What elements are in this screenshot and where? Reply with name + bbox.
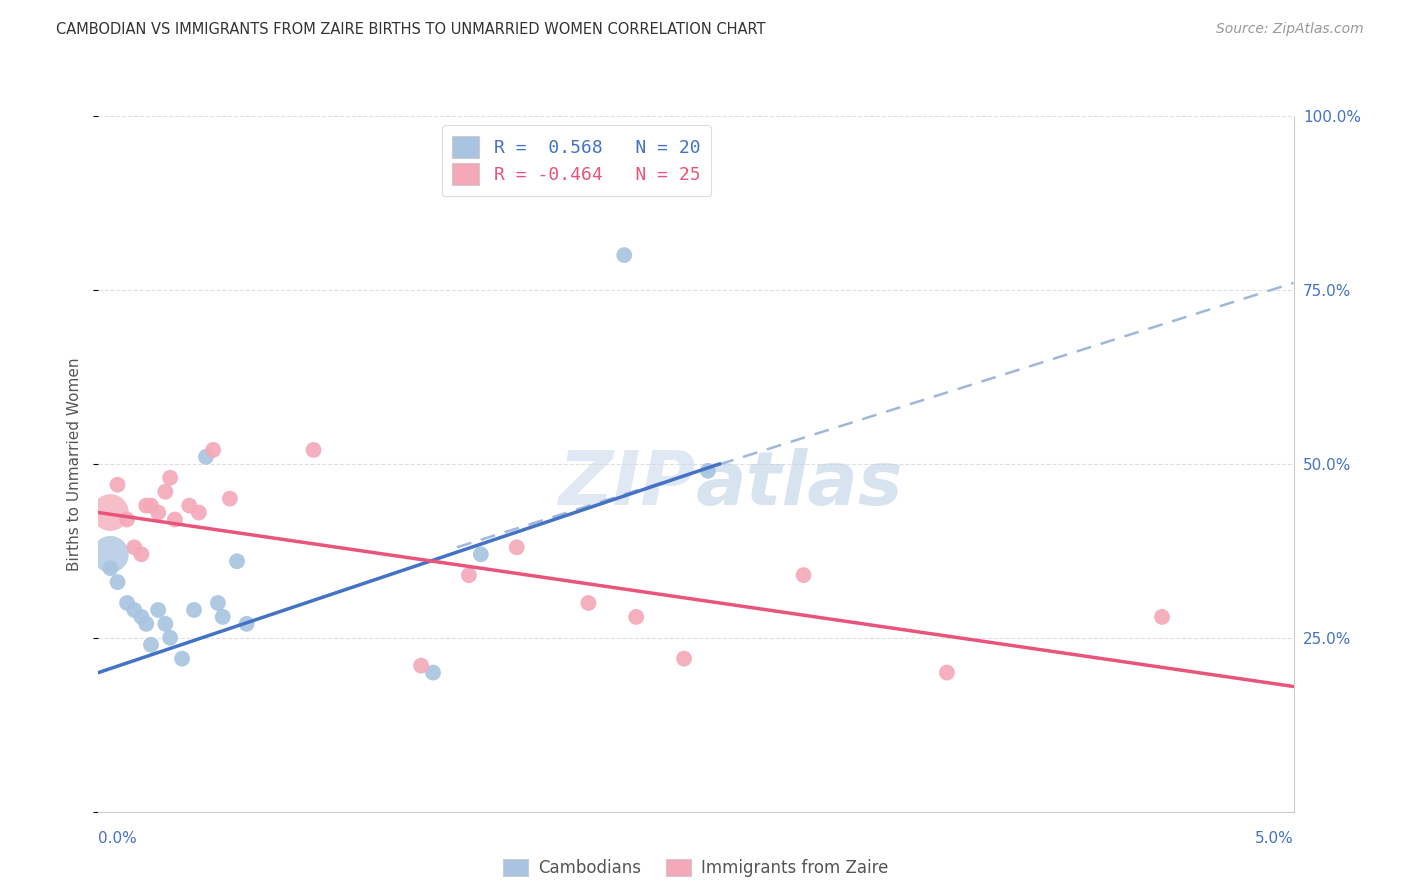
Point — [458, 568, 481, 582]
Y-axis label: Births to Unmarried Women: Births to Unmarried Women — [67, 357, 83, 571]
Point — [673, 651, 696, 665]
Point — [107, 477, 129, 491]
Point — [422, 665, 444, 680]
Point — [470, 547, 492, 561]
Point — [187, 506, 209, 520]
Point — [139, 638, 162, 652]
Point — [183, 603, 205, 617]
Point — [155, 616, 177, 631]
Point — [576, 596, 599, 610]
Point — [135, 616, 157, 631]
Point — [613, 248, 636, 262]
Text: 0.0%: 0.0% — [98, 831, 138, 846]
Point — [100, 561, 122, 575]
Point — [626, 610, 648, 624]
Point — [124, 541, 146, 555]
Point — [172, 651, 194, 665]
Point — [139, 499, 162, 513]
Point — [124, 603, 146, 617]
Point — [115, 512, 138, 526]
Point — [207, 596, 229, 610]
Text: Source: ZipAtlas.com: Source: ZipAtlas.com — [1216, 22, 1364, 37]
Point — [411, 658, 433, 673]
Point — [135, 499, 157, 513]
Point — [131, 547, 153, 561]
Text: ZIP: ZIP — [558, 448, 696, 521]
Point — [148, 506, 170, 520]
Legend: Cambodians, Immigrants from Zaire: Cambodians, Immigrants from Zaire — [496, 852, 896, 883]
Text: CAMBODIAN VS IMMIGRANTS FROM ZAIRE BIRTHS TO UNMARRIED WOMEN CORRELATION CHART: CAMBODIAN VS IMMIGRANTS FROM ZAIRE BIRTH… — [56, 22, 766, 37]
Point — [131, 610, 153, 624]
Point — [155, 484, 177, 499]
Point — [506, 541, 529, 555]
Point — [936, 665, 959, 680]
Point — [696, 464, 718, 478]
Text: atlas: atlas — [696, 448, 904, 521]
Point — [179, 499, 201, 513]
Point — [115, 596, 138, 610]
Point — [195, 450, 218, 464]
Point — [148, 603, 170, 617]
Text: 5.0%: 5.0% — [1254, 831, 1294, 846]
Point — [163, 512, 186, 526]
Point — [302, 442, 325, 457]
Point — [100, 506, 122, 520]
Point — [100, 547, 122, 561]
Point — [219, 491, 242, 506]
Point — [159, 631, 181, 645]
Point — [159, 471, 181, 485]
Point — [211, 610, 233, 624]
Point — [793, 568, 815, 582]
Point — [202, 442, 225, 457]
Point — [235, 616, 257, 631]
Point — [226, 554, 249, 568]
Point — [1150, 610, 1173, 624]
Point — [107, 575, 129, 590]
